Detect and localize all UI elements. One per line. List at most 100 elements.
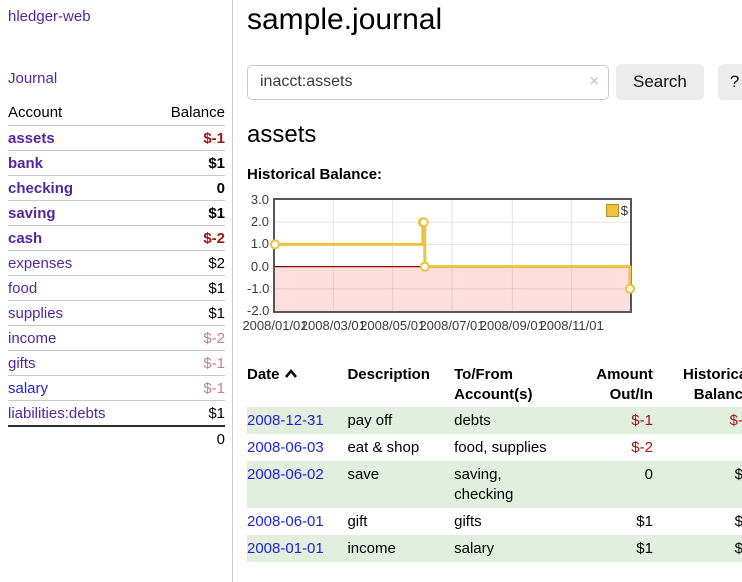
- transaction-row: 2008-01-01 income salary $1 $1: [247, 535, 742, 562]
- account-row: assets $-1: [8, 125, 225, 151]
- transaction-balance: $1: [734, 540, 742, 557]
- account-row: gifts $-1: [8, 350, 225, 376]
- page-title: sample.journal: [247, 3, 443, 36]
- account-link[interactable]: checking: [8, 180, 74, 197]
- account-row: saving $1: [8, 200, 225, 226]
- register-column-header: Amount Out/In: [596, 366, 653, 403]
- transaction-accounts: debts: [454, 412, 491, 429]
- y-axis-tick-label: 0.0: [250, 258, 269, 274]
- transaction-balance: $-1: [729, 412, 742, 429]
- account-balance: $1: [147, 400, 225, 426]
- account-name-cell: checking: [8, 175, 148, 201]
- y-axis-tick-label: 2.0: [250, 214, 269, 230]
- main-content: sample.journal × Search ? assets Histori…: [233, 0, 742, 582]
- transaction-date-link[interactable]: 2008-01-01: [247, 540, 324, 557]
- register-body: 2008-12-31 pay off debts $-1 $-1 2008-06-03 ea…: [247, 407, 742, 562]
- legend-swatch: [605, 204, 619, 217]
- transaction-description: save: [347, 466, 380, 483]
- transaction-date-cell: 2008-12-31: [247, 407, 347, 434]
- account-row: income $-2: [8, 325, 225, 351]
- account-link[interactable]: food: [8, 280, 38, 297]
- account-link[interactable]: expenses: [8, 255, 73, 272]
- accounts-total-row: 0: [8, 425, 225, 452]
- search-form: × Search ?: [247, 64, 742, 100]
- y-axis-tick-label: -2.0: [247, 303, 270, 318]
- y-axis-tick-label: -1.0: [247, 280, 270, 296]
- account-link[interactable]: gifts: [8, 355, 36, 372]
- x-axis-tick-label: 2008/07/01: [419, 318, 485, 333]
- account-link[interactable]: liabilities:debts: [8, 405, 106, 422]
- transaction-accounts: saving, checking: [454, 466, 514, 503]
- account-link[interactable]: assets: [8, 130, 55, 147]
- account-link[interactable]: income: [8, 330, 57, 347]
- account-row: cash $-2: [8, 225, 225, 251]
- account-link[interactable]: salary: [8, 380, 49, 397]
- accounts-header-row: Account Balance: [8, 101, 225, 126]
- help-button[interactable]: ?: [717, 64, 742, 100]
- transaction-description: pay off: [347, 412, 393, 429]
- transaction-row: 2008-06-01 gift gifts $1 $2: [247, 508, 742, 535]
- account-balance: 0: [147, 175, 225, 201]
- sidebar-nav: Journal: [8, 70, 225, 88]
- transaction-description: income: [347, 540, 396, 557]
- account-balance: $2: [147, 250, 225, 276]
- account-balance: $1: [147, 200, 225, 226]
- transaction-accounts: food, supplies: [454, 439, 547, 456]
- transaction-accounts: gifts: [454, 513, 482, 530]
- account-name-cell: cash: [8, 225, 148, 251]
- x-axis-tick-label: 2008/09/01: [479, 318, 545, 333]
- account-row: supplies $1: [8, 300, 225, 326]
- account-link[interactable]: saving: [8, 205, 56, 222]
- sidebar-accounts-body: assets $-1 bank $1 checking 0 saving $1 cash $-2 e…: [8, 125, 225, 426]
- account-name-cell: supplies: [8, 300, 148, 326]
- transaction-amount: $1: [636, 513, 653, 530]
- nav-journal-link[interactable]: Journal: [8, 70, 58, 87]
- transaction-date-cell: 2008-01-01: [247, 535, 347, 562]
- account-name-cell: income: [8, 325, 148, 351]
- accounts-total-spacer: [8, 425, 148, 452]
- transaction-amount: $-2: [631, 439, 653, 456]
- register-column-header[interactable]: Date: [247, 363, 347, 407]
- app-brand: hledger-web: [8, 8, 225, 26]
- account-row: expenses $2: [8, 250, 225, 276]
- transaction-date-cell: 2008-06-02: [247, 461, 347, 508]
- account-link[interactable]: supplies: [8, 305, 64, 322]
- account-balance: $-1: [147, 350, 225, 376]
- transaction-date-link[interactable]: 2008-06-01: [247, 513, 324, 530]
- x-axis-tick-label: 2008/01/01: [242, 318, 308, 333]
- transaction-date-link[interactable]: 2008-12-31: [247, 412, 324, 429]
- account-link[interactable]: cash: [8, 230, 43, 247]
- chart-plot-area: [270, 198, 635, 313]
- transaction-row: 2008-06-02 save saving, checking 0 $2: [247, 461, 742, 508]
- transaction-date-link[interactable]: 2008-06-03: [247, 439, 324, 456]
- x-axis-tick-label: 2008/05/01: [360, 318, 426, 333]
- transaction-amount: $-1: [631, 412, 653, 429]
- transaction-accounts: salary: [454, 540, 495, 557]
- account-row: liabilities:debts $1: [8, 400, 225, 426]
- clear-search-icon[interactable]: ×: [589, 72, 599, 90]
- accounts-table: Account Balance assets $-1 bank $1 checking 0…: [8, 101, 225, 452]
- account-name-cell: liabilities:debts: [8, 400, 148, 426]
- account-row: checking 0: [8, 175, 225, 201]
- search-input[interactable]: [247, 64, 609, 100]
- account-balance: $-1: [147, 375, 225, 401]
- account-row: salary $-1: [8, 375, 225, 401]
- transaction-date-link[interactable]: 2008-06-02: [247, 466, 324, 483]
- account-name-cell: assets: [8, 125, 148, 151]
- account-row: bank $1: [8, 150, 225, 176]
- transaction-description: gift: [347, 513, 368, 530]
- account-balance: $-1: [147, 125, 225, 151]
- y-axis-tick-label: 1.0: [250, 236, 269, 252]
- search-button[interactable]: Search: [616, 64, 704, 100]
- account-heading: assets: [247, 121, 317, 148]
- account-link[interactable]: bank: [8, 155, 44, 172]
- account-name-cell: food: [8, 275, 148, 301]
- brand-link[interactable]: hledger-web: [8, 8, 91, 25]
- transaction-amount: $1: [636, 540, 653, 557]
- register-header-row: Date Description To/From Account(s) Amount Ou…: [247, 363, 742, 407]
- transaction-balance: $2: [734, 513, 742, 530]
- search-input-wrap: ×: [247, 64, 609, 100]
- account-balance: $1: [147, 275, 225, 301]
